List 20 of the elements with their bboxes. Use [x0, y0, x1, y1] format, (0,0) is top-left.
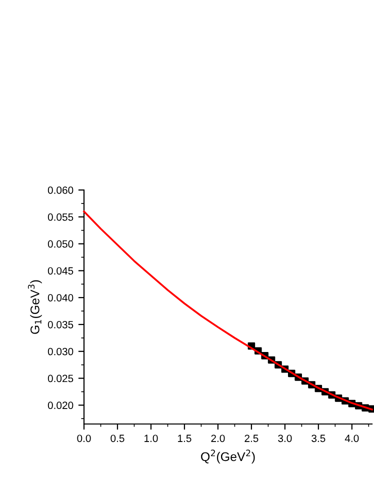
x-tick-label: 3.5 [312, 434, 326, 442]
x-tick-label: 1.0 [144, 434, 158, 442]
y-tick-label: 0.035 [48, 320, 74, 328]
x-tick-label: 3.0 [278, 434, 292, 442]
x-tick-label: 2.0 [211, 434, 225, 442]
y-tick-label: 0.025 [48, 374, 74, 382]
y-tick-label: 0.055 [48, 213, 74, 221]
x-tick-label: 4.0 [344, 434, 359, 442]
x-tick-label: 0.5 [110, 434, 124, 442]
y-tick-label: 0.040 [48, 294, 74, 302]
x-tick-label: 0.0 [77, 434, 91, 442]
x-tick-label: 1.5 [178, 434, 192, 442]
y-tick-label: 0.060 [48, 186, 74, 194]
y-axis-title: G$_{1}$(GeV$^{3}$) [28, 280, 42, 334]
y-tick-label: 0.020 [48, 402, 74, 410]
y-tick-label: 0.030 [48, 348, 74, 356]
y-tick-label: 0.050 [48, 240, 74, 248]
x-axis-title: Q$^{2}$(GeV$^{2}$) [201, 450, 255, 464]
y-tick-label: 0.045 [48, 267, 74, 275]
x-tick-label: 2.5 [244, 434, 258, 442]
